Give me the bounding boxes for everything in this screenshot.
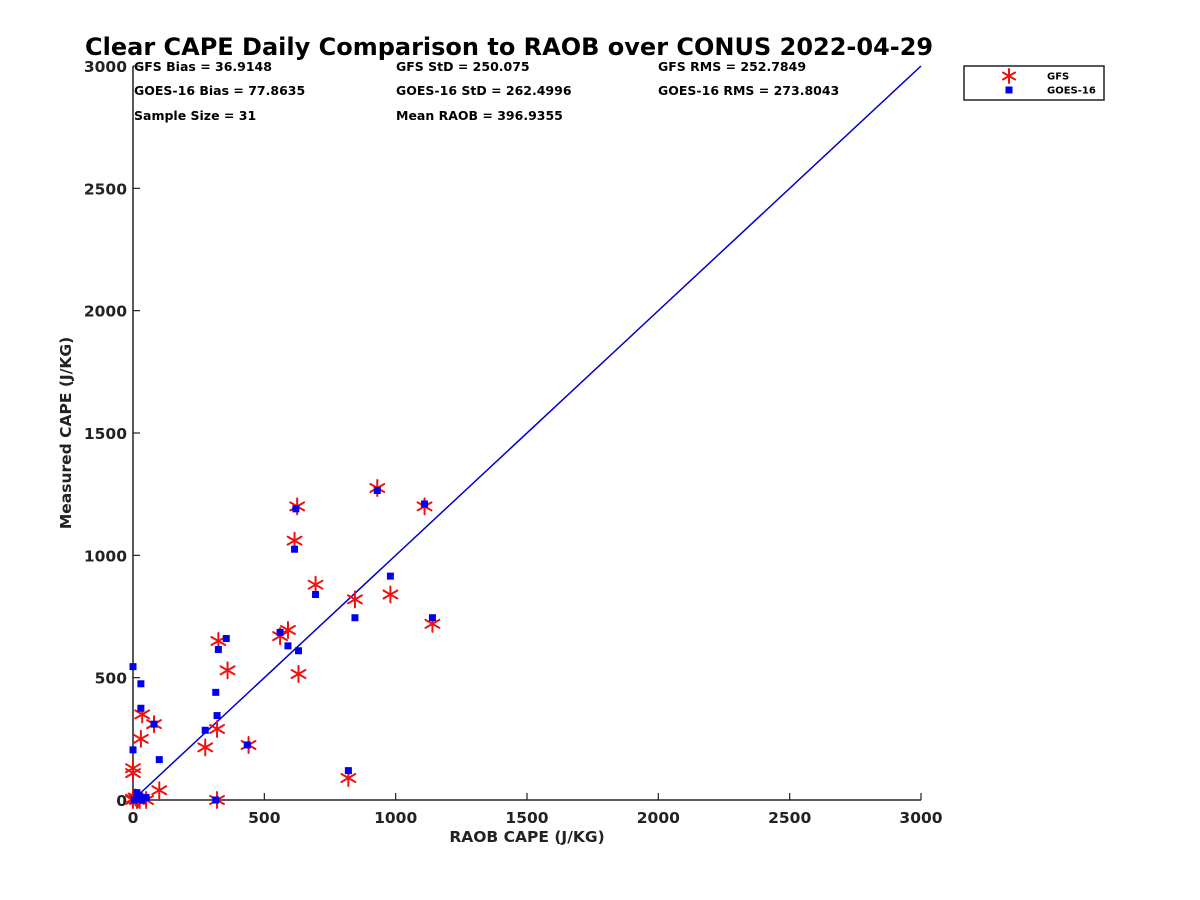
stat-text: GFS RMS = 252.7849 <box>658 59 806 74</box>
stat-text: GOES-16 StD = 262.4996 <box>396 83 572 98</box>
y-ticks: 0 500 1000 1500 2000 2500 3000 <box>84 58 140 810</box>
plot-area: 0 500 1000 1500 2000 2500 3000 0 500 1000 1500 200… <box>84 58 943 827</box>
y-tick-label: 2000 <box>84 303 127 321</box>
series-goes-16 <box>129 486 436 804</box>
one-to-one-line <box>132 65 922 801</box>
x-ticks: 0 500 1000 1500 2000 2500 3000 <box>128 793 943 827</box>
gfs-point <box>132 729 149 748</box>
data-points <box>125 479 441 809</box>
x-tick-label: 1000 <box>374 809 417 827</box>
y-tick-label: 0 <box>116 792 127 810</box>
goes16-point <box>386 572 394 580</box>
y-tick-label: 1500 <box>84 425 127 443</box>
goes16-point <box>292 505 300 513</box>
legend-box <box>963 65 1105 101</box>
goes16-point <box>284 642 292 650</box>
goes16-point <box>155 756 163 764</box>
y-axis-label: Measured CAPE (J/KG) <box>57 337 75 529</box>
x-tick-label: 1500 <box>505 809 548 827</box>
goes16-point <box>137 704 145 712</box>
y-tick-label: 1000 <box>84 547 127 565</box>
goes16-point <box>214 646 222 654</box>
goes16-point <box>136 792 144 800</box>
legend: GFS GOES-16 <box>963 65 1105 101</box>
x-tick-label: 500 <box>248 809 281 827</box>
goes16-point <box>373 486 381 494</box>
goes16-point <box>212 688 220 696</box>
stat-text: Mean RAOB = 396.9355 <box>396 108 563 123</box>
chart-title: Clear CAPE Daily Comparison to RAOB over… <box>85 33 933 61</box>
goes16-point <box>344 767 352 775</box>
stats-block: GFS Bias = 36.9148 GFS StD = 250.075 GFS R… <box>134 59 839 123</box>
goes16-point <box>351 614 359 622</box>
goes16-point <box>150 720 158 728</box>
goes16-point <box>312 590 320 598</box>
x-tick-label: 3000 <box>899 809 942 827</box>
legend-gfs-marker <box>1001 68 1017 84</box>
x-axis-label: RAOB CAPE (J/KG) <box>449 828 604 846</box>
series-gfs <box>125 479 441 809</box>
stat-text: GOES-16 Bias = 77.8635 <box>134 83 305 98</box>
goes16-point <box>129 746 137 754</box>
gfs-point <box>125 764 141 783</box>
goes16-point <box>129 663 137 671</box>
goes16-point <box>428 614 436 622</box>
goes16-point <box>138 796 146 804</box>
goes16-point <box>137 680 145 688</box>
gfs-point <box>219 661 236 680</box>
x-tick-label: 2000 <box>637 809 680 827</box>
legend-goes16-marker <box>1005 86 1013 94</box>
goes16-point <box>212 796 220 804</box>
y-tick-label: 500 <box>95 670 128 688</box>
x-tick-label: 0 <box>128 809 139 827</box>
y-tick-label: 3000 <box>84 58 127 76</box>
gfs-point <box>151 781 168 800</box>
goes16-point <box>133 789 141 797</box>
goes16-point <box>243 741 251 749</box>
goes16-point <box>201 726 209 734</box>
goes16-point <box>142 794 150 802</box>
goes16-point <box>291 545 299 553</box>
gfs-point <box>197 738 214 757</box>
stat-text: GFS StD = 250.075 <box>396 59 530 74</box>
gfs-point <box>307 575 324 594</box>
gfs-point <box>382 585 399 604</box>
gfs-point <box>347 590 363 609</box>
legend-label: GOES-16 <box>1047 86 1096 97</box>
goes16-point <box>130 796 138 804</box>
goes16-point <box>276 628 284 636</box>
goes16-point <box>213 712 221 720</box>
x-tick-label: 2500 <box>768 809 811 827</box>
gfs-point <box>209 720 225 739</box>
stat-text: Sample Size = 31 <box>134 108 256 123</box>
stat-text: GOES-16 RMS = 273.8043 <box>658 83 839 98</box>
goes16-point <box>222 635 230 643</box>
y-tick-label: 2500 <box>84 180 127 198</box>
legend-label: GFS <box>1047 72 1069 83</box>
gfs-point <box>290 664 307 683</box>
goes16-point <box>294 647 302 655</box>
stat-text: GFS Bias = 36.9148 <box>134 59 272 74</box>
goes16-point <box>421 500 429 508</box>
